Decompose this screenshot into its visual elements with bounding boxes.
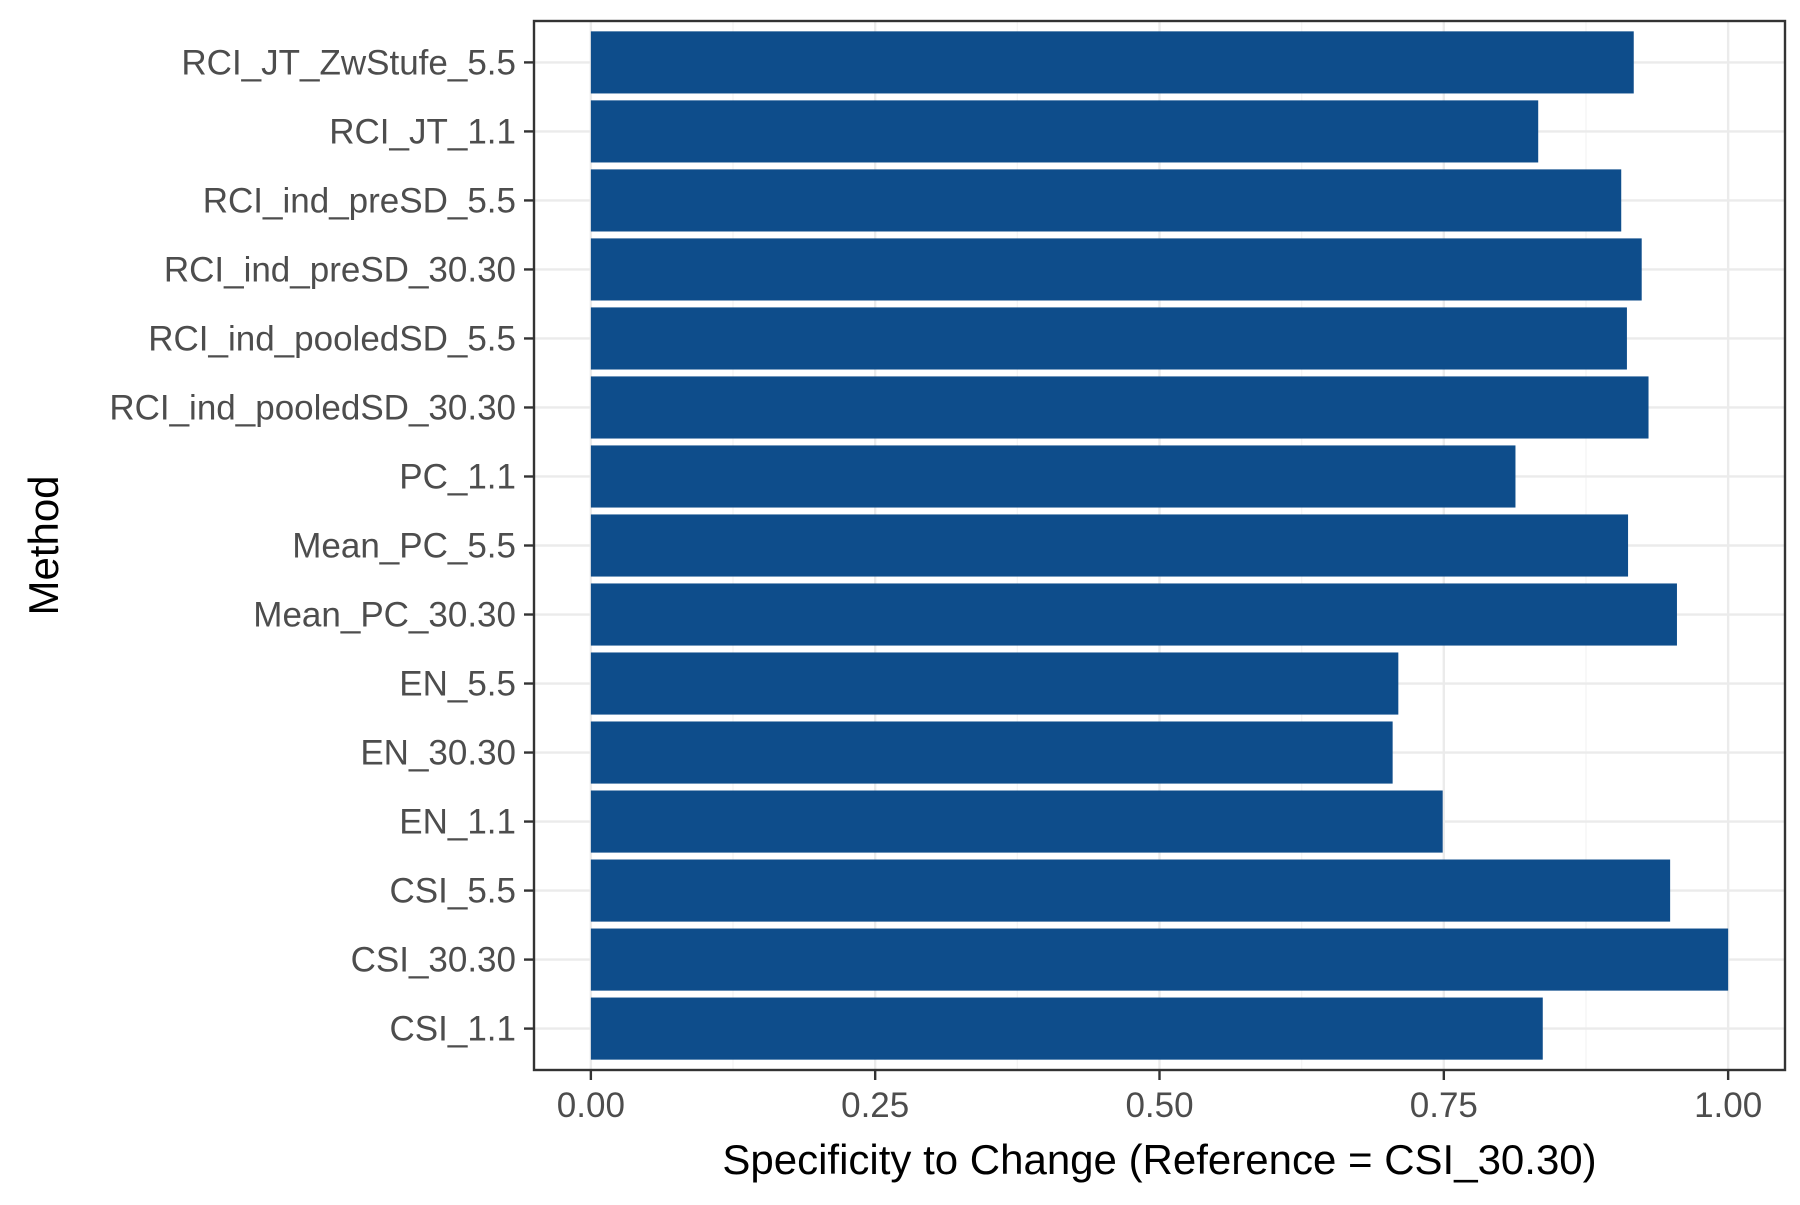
- bar-CSI_30.30: [590, 928, 1729, 991]
- bar-RCI_JT_ZwStufe_5.5: [590, 31, 1634, 94]
- y-tick-label: EN_30.30: [360, 734, 516, 773]
- bar-RCI_ind_pooledSD_30.30: [590, 376, 1649, 439]
- y-tick-label: RCI_JT_1.1: [329, 112, 516, 151]
- y-tick-label: Mean_PC_30.30: [253, 596, 516, 635]
- y-tick-label: RCI_ind_pooledSD_30.30: [109, 388, 516, 427]
- bar-EN_5.5: [590, 652, 1399, 715]
- bar-RCI_ind_preSD_5.5: [590, 169, 1622, 232]
- y-tick-label: EN_1.1: [399, 803, 516, 842]
- bar-EN_1.1: [590, 790, 1443, 853]
- y-tick-label: PC_1.1: [399, 457, 516, 496]
- y-axis-title: Method: [20, 475, 67, 615]
- bar-RCI_ind_pooledSD_5.5: [590, 307, 1627, 370]
- bars: [590, 31, 1729, 1060]
- y-tick-label: CSI_1.1: [390, 1010, 516, 1049]
- x-tick-label: 0.75: [1410, 1086, 1478, 1125]
- y-tick-label: RCI_ind_preSD_30.30: [164, 250, 516, 289]
- bar-RCI_ind_preSD_30.30: [590, 238, 1642, 301]
- x-axis-title: Specificity to Change (Reference = CSI_3…: [722, 1136, 1596, 1183]
- bar-EN_30.30: [590, 721, 1393, 784]
- y-tick-label: RCI_ind_pooledSD_5.5: [148, 319, 516, 358]
- x-tick-label: 0.50: [1125, 1086, 1193, 1125]
- axis-ticks: RCI_JT_ZwStufe_5.5 RCI_JT_1.1 RCI_ind_preS…: [109, 43, 1762, 1125]
- bar-CSI_1.1: [590, 997, 1543, 1060]
- bar-RCI_JT_1.1: [590, 100, 1539, 163]
- y-tick-label: RCI_ind_preSD_5.5: [203, 181, 516, 220]
- x-tick-label: 0.00: [557, 1086, 625, 1125]
- y-tick-label: EN_5.5: [399, 665, 516, 704]
- bar-Mean_PC_5.5: [590, 514, 1629, 577]
- y-tick-label: Mean_PC_5.5: [292, 527, 516, 566]
- y-tick-label: CSI_5.5: [390, 872, 516, 911]
- bar-Mean_PC_30.30: [590, 583, 1677, 646]
- y-tick-label: RCI_JT_ZwStufe_5.5: [181, 43, 516, 82]
- y-tick-label: CSI_30.30: [351, 941, 516, 980]
- x-tick-label: 1.00: [1694, 1086, 1762, 1125]
- bar-CSI_5.5: [590, 859, 1671, 922]
- bar-PC_1.1: [590, 445, 1516, 508]
- x-tick-label: 0.25: [841, 1086, 909, 1125]
